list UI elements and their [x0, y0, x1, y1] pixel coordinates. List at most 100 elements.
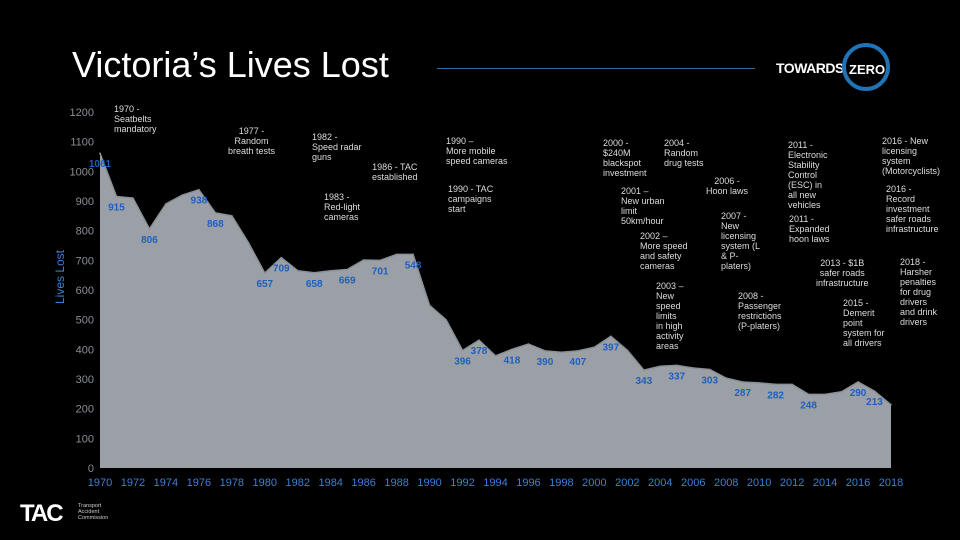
annotation-1990-mobile-cameras: 1990 – More mobile speed cameras — [446, 136, 508, 166]
x-tick-1980: 1980 — [253, 477, 277, 489]
data-point-2016 — [857, 381, 859, 383]
y-tick-200: 200 — [76, 404, 94, 416]
annotation-2018-penalties: 2018 - Harsher penalties for drug driver… — [900, 257, 938, 327]
data-label-2001: 397 — [603, 342, 620, 353]
data-point-2014 — [824, 393, 826, 396]
data-point-2009 — [741, 381, 744, 383]
data-point-1988 — [395, 253, 398, 256]
y-tick-0: 0 — [88, 463, 94, 475]
tac-subtitle: Transport Accident Commission — [78, 503, 109, 521]
tac-logo: TAC — [20, 500, 64, 527]
annotation-2001-urban-limit: 2001 – New urban limit 50km/hour — [621, 186, 665, 226]
page-title: Victoria’s Lives Lost — [72, 44, 389, 85]
data-point-1975 — [181, 194, 184, 196]
x-tick-1990: 1990 — [417, 477, 441, 489]
data-label-2016: 290 — [850, 388, 867, 399]
x-tick-2016: 2016 — [846, 477, 870, 489]
x-tick-1994: 1994 — [483, 477, 507, 489]
annotation-2015-demerit: 2015 - Demerit point system for all driv… — [843, 298, 885, 348]
data-point-1978 — [231, 215, 233, 217]
x-tick-1970: 1970 — [88, 477, 112, 489]
data-point-1998 — [560, 351, 563, 354]
y-tick-500: 500 — [76, 315, 94, 327]
y-tick-800: 800 — [76, 226, 94, 238]
data-point-1976 — [198, 188, 200, 191]
x-tick-1998: 1998 — [549, 477, 573, 489]
data-point-1996 — [527, 343, 530, 345]
data-label-1980: 657 — [256, 279, 273, 290]
x-tick-2004: 2004 — [648, 477, 672, 489]
data-point-1999 — [577, 350, 579, 352]
data-point-1997 — [544, 350, 546, 352]
x-tick-1992: 1992 — [450, 477, 474, 489]
annotation-1990-tac-campaigns: 1990 - TAC campaigns start — [448, 184, 494, 214]
annotation-2003-speed-limits: 2003 – New speed limits in high activity… — [656, 281, 684, 351]
data-point-2005 — [675, 364, 678, 367]
data-label-1987: 701 — [372, 266, 389, 277]
data-point-1995 — [511, 348, 513, 351]
data-label-2009: 287 — [734, 388, 751, 399]
data-label-1985: 669 — [339, 276, 356, 287]
data-point-1977 — [214, 212, 217, 214]
data-label-1993: 378 — [471, 346, 488, 357]
zero-ring-icon — [842, 43, 890, 91]
data-label-1971: 915 — [108, 203, 125, 214]
data-label-1973: 806 — [141, 235, 158, 246]
data-label-1995: 418 — [504, 355, 521, 366]
data-point-1971 — [115, 195, 118, 198]
data-point-1981 — [280, 256, 283, 259]
data-point-2017 — [873, 390, 876, 392]
annotation-1986-tac: 1986 - TAC established — [372, 162, 418, 182]
data-point-1984 — [329, 269, 332, 272]
area-series — [100, 153, 891, 468]
annotation-2013-infrastructure: 2013 - $1B safer roads infrastructure — [816, 258, 869, 288]
x-tick-1974: 1974 — [154, 477, 178, 489]
annotation-2008-passenger: 2008 - Passenger restrictions (P-platers… — [738, 291, 782, 331]
data-point-1986 — [362, 259, 365, 261]
data-label-1989: 548 — [405, 260, 422, 271]
x-tick-2010: 2010 — [747, 477, 771, 489]
data-point-1991 — [445, 318, 447, 321]
y-tick-1000: 1000 — [70, 166, 94, 178]
x-tick-2008: 2008 — [714, 477, 738, 489]
data-label-1997: 390 — [537, 357, 554, 368]
data-point-2006 — [692, 367, 695, 369]
data-label-2005: 337 — [668, 371, 685, 382]
x-tick-1986: 1986 — [351, 477, 375, 489]
annotation-1983-red-light: 1983 - Red-light cameras — [324, 192, 361, 222]
annotation-2016-licensing: 2016 - New licensing system (Motorcyclis… — [882, 136, 940, 176]
annotation-2011-hoon: 2011 - Expanded hoon laws — [789, 214, 830, 244]
annotation-2000-blackspot: 2000 - $240M blackspot investment — [603, 138, 647, 178]
data-point-2004 — [659, 365, 662, 368]
data-point-2012 — [791, 383, 793, 386]
data-label-2013: 248 — [800, 400, 817, 411]
y-tick-300: 300 — [76, 374, 94, 386]
x-tick-2018: 2018 — [879, 477, 903, 489]
x-tick-1984: 1984 — [318, 477, 342, 489]
data-point-2013 — [807, 393, 810, 396]
y-tick-700: 700 — [76, 255, 94, 267]
x-tick-1988: 1988 — [384, 477, 408, 489]
annotation-2007-licensing: 2007 - New licensing system (L & P- plat… — [721, 211, 761, 271]
x-tick-2012: 2012 — [780, 477, 804, 489]
x-tick-1972: 1972 — [121, 477, 145, 489]
annotation-2004-drug-tests: 2004 - Random drug tests — [664, 138, 704, 168]
data-point-1992 — [461, 349, 464, 352]
data-point-1994 — [494, 355, 497, 357]
annotation-2016-record: 2016 - Record investment safer roads inf… — [886, 184, 939, 234]
data-label-1977: 868 — [207, 219, 224, 230]
data-point-1970 — [99, 152, 101, 155]
x-tick-2002: 2002 — [615, 477, 639, 489]
annotation-2011-esc: 2011 - Electronic Stability Control (ESC… — [788, 140, 828, 210]
data-point-1983 — [313, 271, 316, 274]
data-point-1972 — [132, 197, 134, 199]
data-point-2010 — [758, 382, 760, 384]
data-point-1987 — [379, 259, 381, 262]
data-point-1989 — [412, 253, 414, 256]
data-label-2011: 282 — [767, 390, 784, 401]
data-point-2001 — [610, 335, 612, 338]
data-point-1980 — [263, 272, 266, 274]
data-point-2015 — [840, 390, 843, 393]
data-point-2008 — [725, 377, 728, 379]
